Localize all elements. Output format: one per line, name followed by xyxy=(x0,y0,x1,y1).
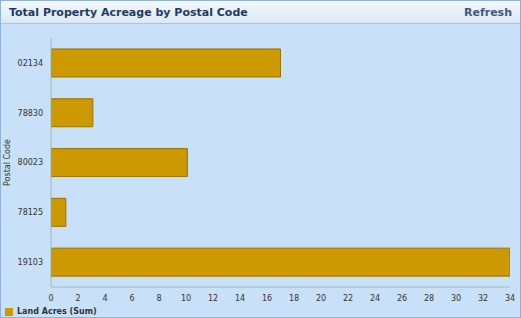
svg-text:19103: 19103 xyxy=(18,258,43,267)
svg-text:8: 8 xyxy=(156,294,161,303)
svg-text:18: 18 xyxy=(289,294,299,303)
svg-text:02134: 02134 xyxy=(18,59,43,68)
svg-text:78125: 78125 xyxy=(18,208,43,217)
svg-text:2: 2 xyxy=(75,294,80,303)
svg-text:80023: 80023 xyxy=(18,158,43,167)
svg-text:16: 16 xyxy=(262,294,272,303)
html-text:Land Acres (Sum): Land Acres (Sum) xyxy=(17,307,97,316)
svg-text:Postal Code: Postal Code xyxy=(8,139,12,186)
svg-text:26: 26 xyxy=(397,294,407,303)
svg-text:78830: 78830 xyxy=(18,109,43,118)
svg-text:32: 32 xyxy=(478,294,488,303)
svg-text:24: 24 xyxy=(370,294,380,303)
html-text:Refresh: Refresh xyxy=(464,5,512,19)
svg-text:22: 22 xyxy=(343,294,353,303)
svg-text:28: 28 xyxy=(424,294,434,303)
svg-text:20: 20 xyxy=(316,294,326,303)
html-text:Total Property Acreage by Post: Total Property Acreage by Postal Code xyxy=(9,5,248,19)
svg-text:10: 10 xyxy=(181,294,191,303)
svg-text:6: 6 xyxy=(129,294,134,303)
svg-text:14: 14 xyxy=(235,294,245,303)
svg-text:30: 30 xyxy=(451,294,461,303)
svg-text:0: 0 xyxy=(48,294,53,303)
svg-text:4: 4 xyxy=(102,294,107,303)
svg-text:12: 12 xyxy=(208,294,218,303)
svg-text:34: 34 xyxy=(505,294,513,303)
